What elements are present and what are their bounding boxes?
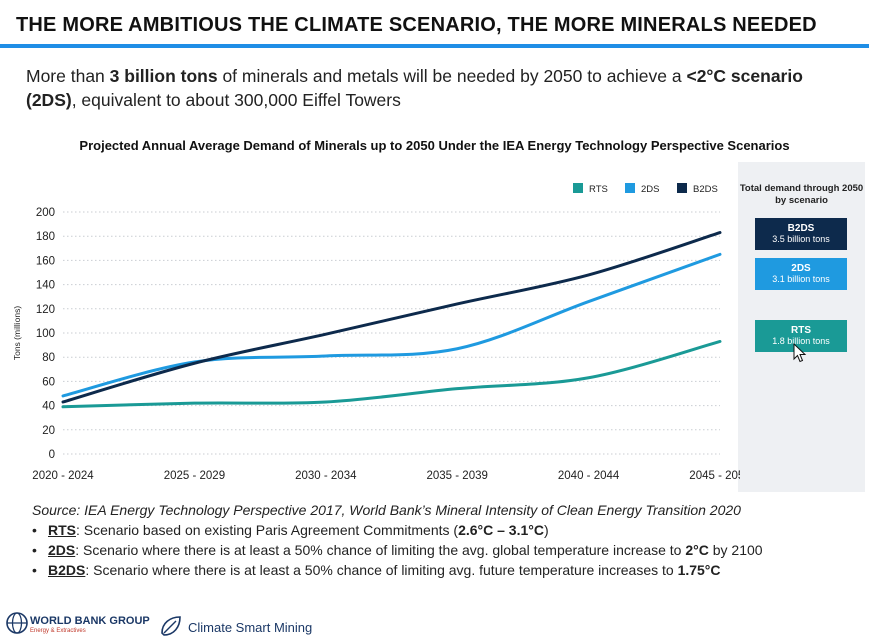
page-title: THE MORE AMBITIOUS THE CLIMATE SCENARIO,…: [16, 14, 817, 36]
note-b2ds-text: : Scenario where there is at least a 50%…: [85, 562, 678, 578]
legend-swatch-b2ds: [677, 183, 687, 193]
line-chart: 0 20 40 60 80 100 120 140 160 180 200 Tons (million…: [12, 183, 740, 482]
y-tick-label: 140: [36, 280, 55, 292]
y-tick-label: 20: [42, 425, 55, 437]
lead-text-1: More than: [26, 66, 110, 86]
climate-smart-mining-name: Climate Smart Mining: [188, 620, 313, 635]
2ds-total-name: 2DS: [791, 263, 811, 274]
scenario-notes: RTS: Scenario based on existing Paris Ag…: [32, 520, 763, 580]
note-rts-bold: 2.6°C – 3.1°C: [458, 522, 544, 538]
y-tick-label: 180: [36, 231, 55, 243]
chart-title: Projected Annual Average Demand of Miner…: [79, 138, 790, 153]
b2ds-total-name: B2DS: [787, 223, 815, 234]
legend-label-b2ds: B2DS: [693, 184, 718, 195]
title-rule: [0, 44, 869, 48]
y-tick-label: 200: [36, 207, 55, 219]
climate-smart-mining-logo-icon: [161, 616, 181, 636]
y-axis-label: Tons (millions): [12, 306, 22, 360]
world-bank-logo-icon: [6, 612, 28, 634]
note-2ds-tail: by 2100: [708, 542, 763, 558]
series-line-2ds: [61, 252, 722, 398]
y-tick-label: 80: [42, 352, 55, 364]
lead-text-3: , equivalent to about 300,000 Eiffel Tow…: [71, 90, 401, 110]
world-bank-subtitle: Energy & Extractives: [30, 628, 86, 634]
x-tick-label: 2035 - 2039: [427, 470, 488, 482]
series-line-b2ds: [61, 231, 722, 404]
note-b2ds: B2DS: Scenario where there is at least a…: [32, 560, 763, 580]
note-2ds-key: 2DS: [48, 542, 76, 558]
lead-bold-1: 3 billion tons: [109, 66, 218, 86]
x-tick-label: 2045 - 2050: [689, 470, 740, 482]
series-line-rts: [61, 339, 722, 409]
note-rts-key: RTS: [48, 522, 76, 538]
note-b2ds-key: B2DS: [48, 562, 86, 578]
legend-swatch-rts: [573, 183, 583, 193]
y-tick-label: 60: [42, 376, 55, 388]
y-tick-label: 160: [36, 255, 55, 267]
source-citation: Source: IEA Energy Technology Perspectiv…: [32, 502, 741, 518]
rts-total-value: 1.8 billion tons: [772, 336, 830, 346]
x-tick-label: 2025 - 2029: [164, 470, 225, 482]
rts-total-name: RTS: [791, 325, 811, 336]
note-rts-text: : Scenario based on existing Paris Agree…: [76, 522, 459, 538]
rts-total-box: RTS 1.8 billion tons: [755, 320, 847, 352]
lead-paragraph: More than 3 billion tons of minerals and…: [26, 64, 856, 112]
note-2ds-bold: 2°C: [685, 542, 709, 558]
note-rts-tail: ): [543, 522, 549, 538]
legend-label-2ds: 2DS: [641, 184, 659, 195]
x-tick-label: 2020 - 2024: [32, 470, 94, 482]
b2ds-total-value: 3.5 billion tons: [772, 234, 830, 244]
lead-text-2: of minerals and metals will be needed by…: [217, 66, 687, 86]
side-panel-heading: Total demand through 2050 by scenario: [739, 183, 864, 206]
y-tick-label: 120: [36, 304, 55, 316]
y-tick-label: 40: [42, 401, 55, 413]
legend-label-rts: RTS: [589, 184, 608, 195]
mouse-cursor-icon: [793, 343, 807, 363]
2ds-total-value: 3.1 billion tons: [772, 274, 830, 284]
b2ds-total-box: B2DS 3.5 billion tons: [755, 218, 847, 250]
note-2ds: 2DS: Scenario where there is at least a …: [32, 540, 763, 560]
lead-bold-2: <2°C scenario (2DS): [26, 66, 803, 110]
note-b2ds-bold: 1.75°C: [677, 562, 721, 578]
x-tick-label: 2030 - 2034: [295, 470, 357, 482]
2ds-total-box: 2DS 3.1 billion tons: [755, 258, 847, 290]
y-tick-label: 0: [49, 449, 55, 461]
legend-swatch-2ds: [625, 183, 635, 193]
y-tick-label: 100: [36, 328, 55, 340]
world-bank-name: WORLD BANK GROUP: [30, 615, 150, 627]
note-2ds-text: : Scenario where there is at least a 50%…: [75, 542, 686, 558]
note-rts: RTS: Scenario based on existing Paris Ag…: [32, 520, 763, 540]
x-tick-label: 2040 - 2044: [558, 470, 620, 482]
